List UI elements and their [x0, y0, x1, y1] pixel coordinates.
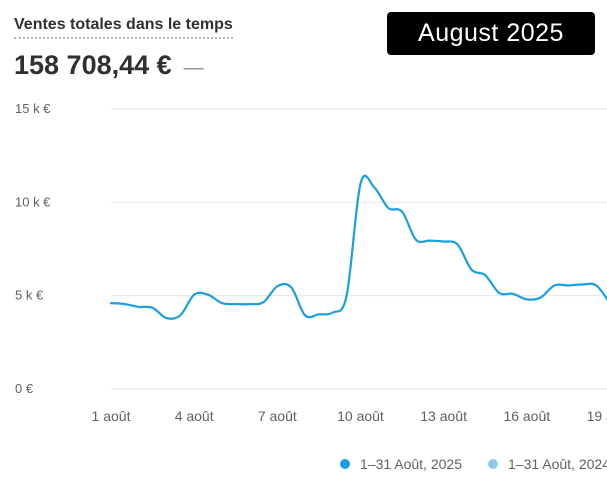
chart-legend: 1–31 Août, 2025 1–31 Août, 2024: [340, 456, 607, 472]
legend-item[interactable]: 1–31 Août, 2025: [340, 456, 462, 472]
x-tick-label: 7 août: [258, 408, 297, 424]
x-tick-label: 1 août: [92, 408, 131, 424]
x-tick-label: 13 août: [420, 408, 467, 424]
legend-item[interactable]: 1–31 Août, 2024: [488, 456, 607, 472]
legend-label: 1–31 Août, 2025: [360, 456, 462, 472]
x-tick-label: 10 août: [337, 408, 384, 424]
chart-series: [109, 174, 607, 320]
y-tick-label: 10 k €: [15, 194, 51, 209]
chart-title: Ventes totales dans le temps: [14, 16, 233, 39]
legend-label: 1–31 Août, 2024: [508, 456, 607, 472]
chart-gridlines: [111, 108, 607, 390]
series-line-0: [109, 174, 607, 320]
y-tick-label: 5 k €: [15, 288, 44, 303]
y-axis: 0 € 5 k € 10 k € 15 k €: [15, 101, 51, 396]
x-axis: 1 août 4 août 7 août 10 août 13 août 16 août 1…: [92, 408, 607, 424]
total-row: 158 708,44 € —: [14, 50, 204, 81]
change-indicator: —: [183, 57, 204, 79]
y-tick-label: 15 k €: [15, 101, 51, 116]
x-tick-label: 4 août: [175, 408, 214, 424]
total-sales-value: 158 708,44 €: [14, 50, 172, 80]
legend-dot-icon: [340, 459, 350, 469]
month-badge: August 2025: [387, 12, 595, 55]
legend-dot-icon: [488, 459, 498, 469]
x-tick-label: 19 août: [587, 408, 607, 424]
x-tick-label: 16 août: [503, 408, 550, 424]
y-tick-label: 0 €: [15, 381, 34, 396]
